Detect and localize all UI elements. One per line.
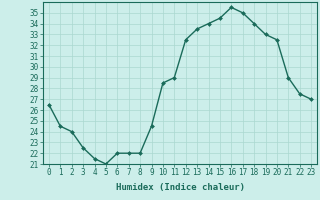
X-axis label: Humidex (Indice chaleur): Humidex (Indice chaleur): [116, 183, 244, 192]
